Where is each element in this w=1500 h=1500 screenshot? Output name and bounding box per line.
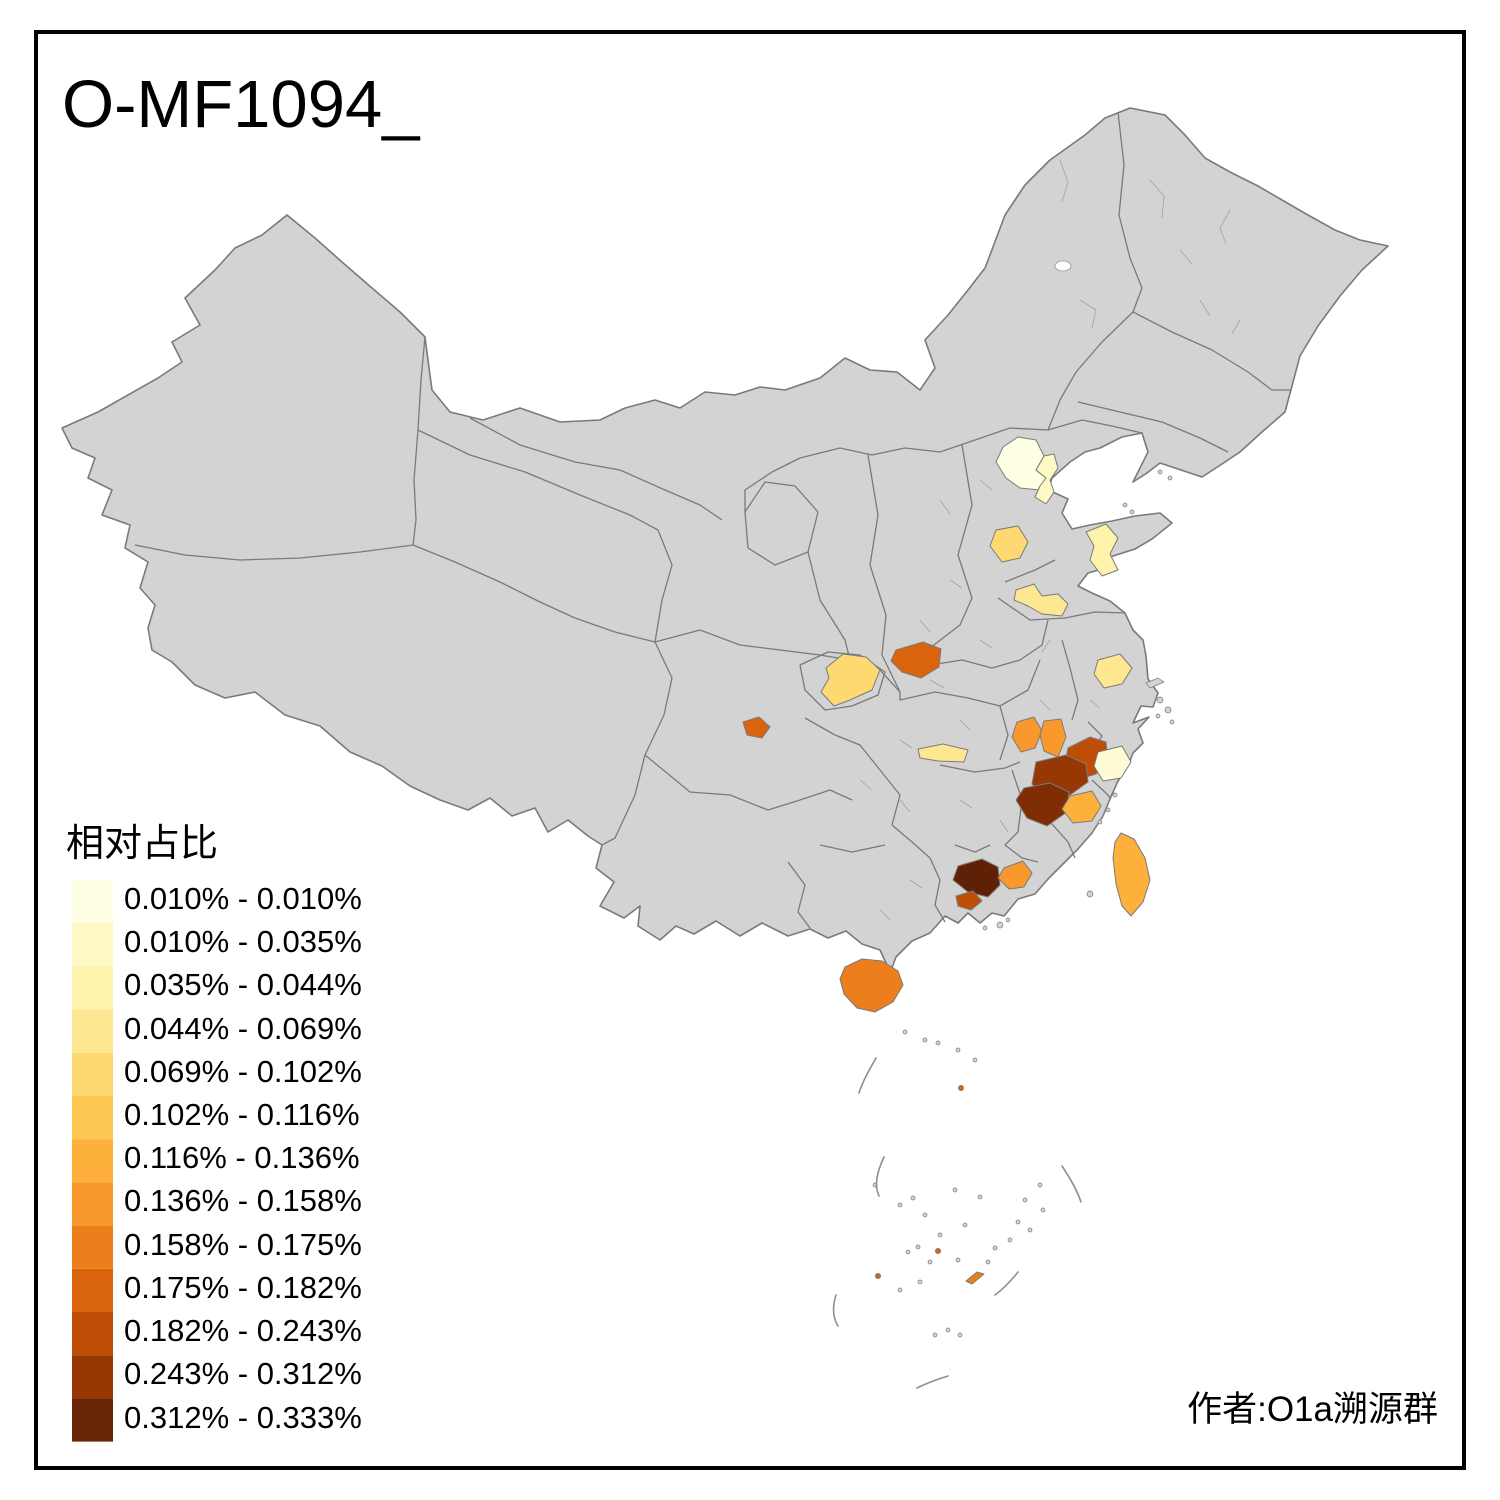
legend-swatch <box>72 1312 113 1356</box>
map-region <box>935 1248 941 1254</box>
choropleth-regions <box>742 436 1151 1285</box>
legend-swatch <box>72 1009 113 1053</box>
map-region <box>917 743 969 763</box>
map-region <box>1061 790 1102 824</box>
map-region <box>875 1273 881 1279</box>
map-region <box>952 858 1001 898</box>
map-region <box>1013 583 1069 617</box>
province-borders <box>134 111 1290 929</box>
map-region <box>1034 453 1059 505</box>
map-region <box>955 890 983 911</box>
chart-title: O-MF1094_ <box>62 67 421 142</box>
map-region <box>1011 716 1043 753</box>
map-region <box>1093 745 1132 782</box>
legend-label: 0.116% - 0.136% <box>124 1140 360 1175</box>
map-region <box>1015 782 1070 827</box>
legend-label: 0.158% - 0.175% <box>124 1227 362 1262</box>
legend-label: 0.182% - 0.243% <box>124 1313 362 1348</box>
legend-swatch <box>72 1268 113 1312</box>
map-region <box>1085 523 1119 577</box>
islands <box>872 469 1175 1338</box>
legend-swatch <box>72 966 113 1010</box>
legend-swatch <box>72 1182 113 1226</box>
legend-label: 0.102% - 0.116% <box>124 1097 360 1132</box>
legend-swatch <box>72 923 113 967</box>
prefecture-borders <box>859 159 1241 921</box>
legend-label: 0.010% - 0.035% <box>124 924 362 959</box>
legend-swatch <box>72 1398 113 1442</box>
legend-label: 0.044% - 0.069% <box>124 1011 362 1046</box>
legend-label: 0.035% - 0.044% <box>124 967 362 1002</box>
china-outline <box>61 107 1389 980</box>
map-region <box>1093 653 1133 689</box>
map-region <box>820 653 881 707</box>
legend-swatch <box>72 1052 113 1096</box>
legend-title: 相对占比 <box>66 823 218 865</box>
legend: 相对占比 0.010% - 0.010% 0.010% - 0.035% 0.0… <box>66 823 362 1442</box>
legend-label: 0.069% - 0.102% <box>124 1054 362 1089</box>
map-region <box>890 641 942 679</box>
legend-swatch <box>72 1225 113 1269</box>
map-region <box>742 716 771 739</box>
map-region <box>1112 832 1151 917</box>
plot-frame <box>34 30 1466 1470</box>
map-region <box>989 525 1029 563</box>
legend-swatch <box>72 1139 113 1183</box>
legend-swatch <box>72 880 113 924</box>
map-region <box>965 1271 985 1285</box>
legend-swatch <box>72 1096 113 1140</box>
map-region <box>958 1085 964 1091</box>
sea-boundary-dashes <box>832 1057 1082 1389</box>
map-canvas <box>61 107 1389 1389</box>
legend-label: 0.243% - 0.312% <box>124 1356 362 1391</box>
map-region <box>997 860 1033 890</box>
map-region <box>839 958 904 1013</box>
legend-label: 0.175% - 0.182% <box>124 1270 362 1305</box>
legend-label: 0.312% - 0.333% <box>124 1400 362 1435</box>
attribution-text: 作者:O1a溯源群 <box>1187 1390 1438 1429</box>
legend-swatch <box>72 1355 113 1399</box>
legend-label: 0.136% - 0.158% <box>124 1183 362 1218</box>
legend-label: 0.010% - 0.010% <box>124 881 362 916</box>
lake <box>1054 260 1072 272</box>
